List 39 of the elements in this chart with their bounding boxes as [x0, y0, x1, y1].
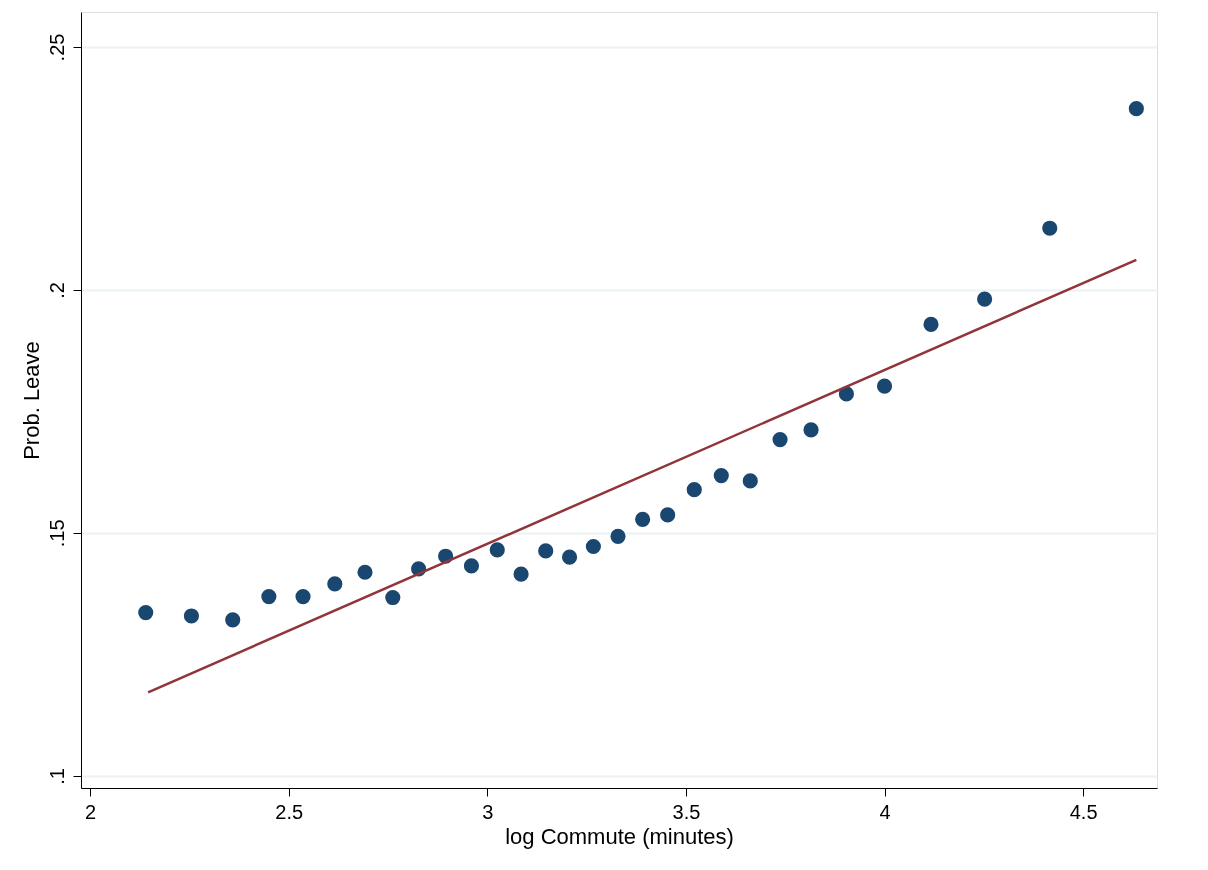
- point: [876, 378, 893, 394]
- x-tick-label: 4: [879, 800, 891, 823]
- y-tick-label: .2: [45, 282, 68, 299]
- x-axis-title: log Commute (minutes): [505, 823, 734, 849]
- point: [803, 422, 819, 438]
- point: [385, 589, 401, 606]
- y-tick-label: .15: [45, 519, 68, 548]
- x-tick-label: 3.5: [672, 800, 701, 823]
- point: [977, 291, 993, 307]
- point: [513, 566, 529, 582]
- x-tick-label: 3: [482, 800, 494, 823]
- point: [261, 588, 277, 605]
- point: [660, 507, 676, 523]
- point: [489, 542, 505, 558]
- point: [357, 564, 373, 580]
- point: [686, 482, 702, 498]
- y-axis-title: Prob. Leave: [18, 341, 44, 460]
- point: [295, 588, 311, 605]
- point: [713, 467, 729, 484]
- point: [585, 538, 601, 555]
- point: [327, 576, 343, 592]
- point: [538, 543, 554, 559]
- point: [923, 316, 939, 333]
- point: [742, 473, 758, 489]
- point: [225, 612, 241, 628]
- point: [1128, 101, 1144, 117]
- y-tick-label: .1: [45, 768, 68, 785]
- point: [635, 511, 651, 527]
- x-tick-label: 4.5: [1069, 800, 1098, 823]
- x-tick-label: 2: [85, 800, 97, 823]
- point: [138, 605, 154, 621]
- point: [610, 528, 626, 544]
- x-tick-label: 2.5: [275, 800, 304, 823]
- point: [463, 558, 480, 574]
- point: [1042, 220, 1058, 236]
- y-tick-label: .25: [45, 33, 68, 62]
- point: [183, 608, 199, 624]
- point: [772, 432, 788, 448]
- point: [561, 549, 578, 565]
